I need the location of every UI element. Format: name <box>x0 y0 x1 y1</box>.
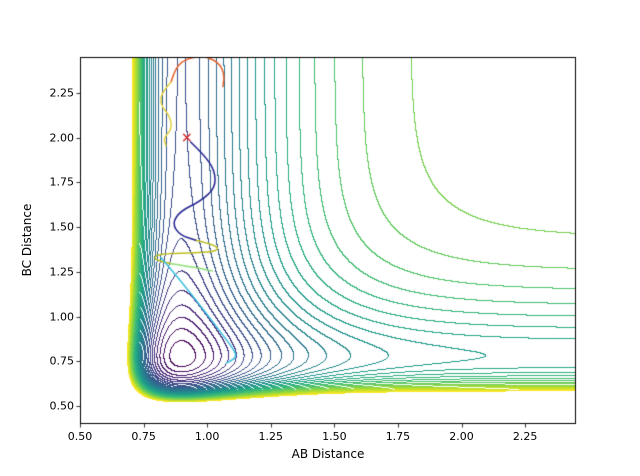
y-tick-label: 2.00 <box>49 131 75 145</box>
y-tick-label: 1.75 <box>49 175 75 189</box>
y-tick-label: 1.00 <box>49 310 75 324</box>
x-tick-label: 1.50 <box>322 430 347 443</box>
y-tick-label: 1.50 <box>49 220 75 234</box>
x-tick-label: 1.00 <box>194 430 220 443</box>
x-tick-label: 2.25 <box>512 430 538 443</box>
x-axis-label: AB Distance <box>291 447 365 461</box>
y-tick-label: 1.25 <box>49 265 75 279</box>
y-tick-label: 2.25 <box>49 86 75 100</box>
y-tick-label: 0.75 <box>49 354 75 368</box>
x-tick-label: 1.25 <box>258 430 284 443</box>
x-tick-label: 1.75 <box>385 430 411 443</box>
y-axis-label: BC Distance <box>20 203 34 277</box>
x-tick-label: 0.75 <box>131 430 156 443</box>
x-tick-label: 2.00 <box>449 430 474 443</box>
y-tick-label: 0.50 <box>49 399 75 413</box>
x-tick-label: 0.50 <box>67 430 93 443</box>
